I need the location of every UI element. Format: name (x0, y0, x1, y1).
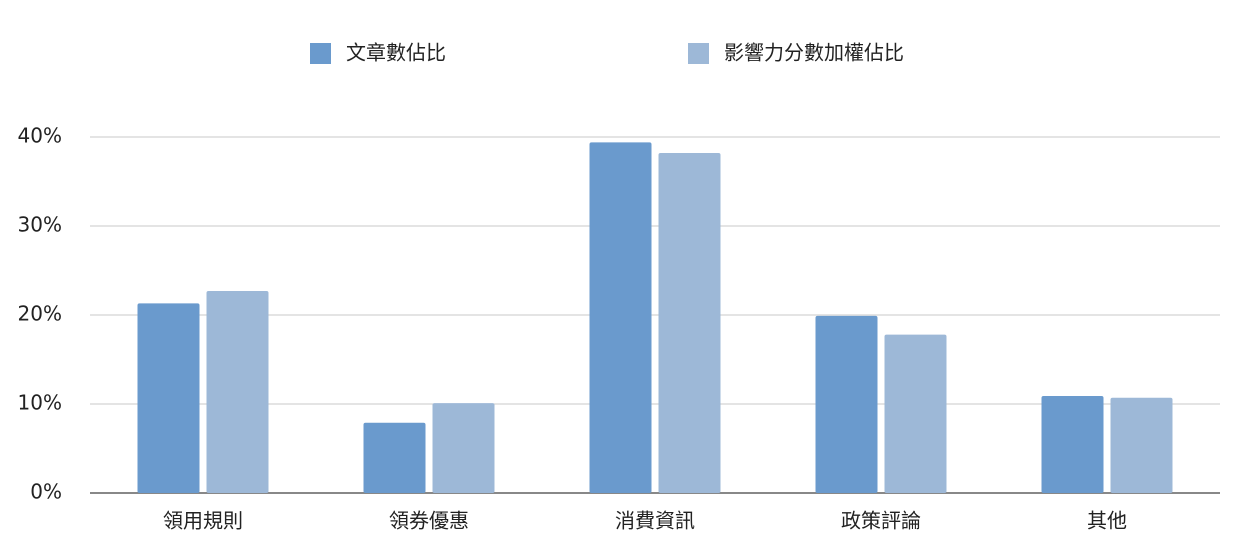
y-tick-label: 20% (18, 302, 62, 326)
x-tick-label: 領用規則 (163, 509, 243, 533)
bar (658, 153, 721, 493)
bar (137, 303, 200, 493)
y-tick-label: 0% (30, 480, 62, 504)
bar (1041, 395, 1104, 493)
bar (432, 403, 495, 493)
bar (363, 422, 426, 493)
x-tick-label: 領券優惠 (389, 509, 469, 533)
y-tick-label: 30% (18, 213, 62, 237)
y-tick-label: 40% (18, 124, 62, 148)
legend-label: 影響力分數加權佔比 (724, 41, 904, 65)
bar (206, 290, 269, 493)
x-tick-label: 消費資訊 (615, 509, 695, 533)
legend-swatch (310, 43, 331, 64)
bar (1110, 397, 1173, 493)
x-tick-label: 其他 (1087, 509, 1127, 533)
bar (589, 142, 652, 493)
y-tick-label: 10% (18, 391, 62, 415)
legend-label: 文章數佔比 (346, 41, 446, 65)
bar (815, 315, 878, 493)
legend-swatch (688, 43, 709, 64)
x-tick-label: 政策評論 (841, 509, 921, 533)
bar (884, 334, 947, 493)
